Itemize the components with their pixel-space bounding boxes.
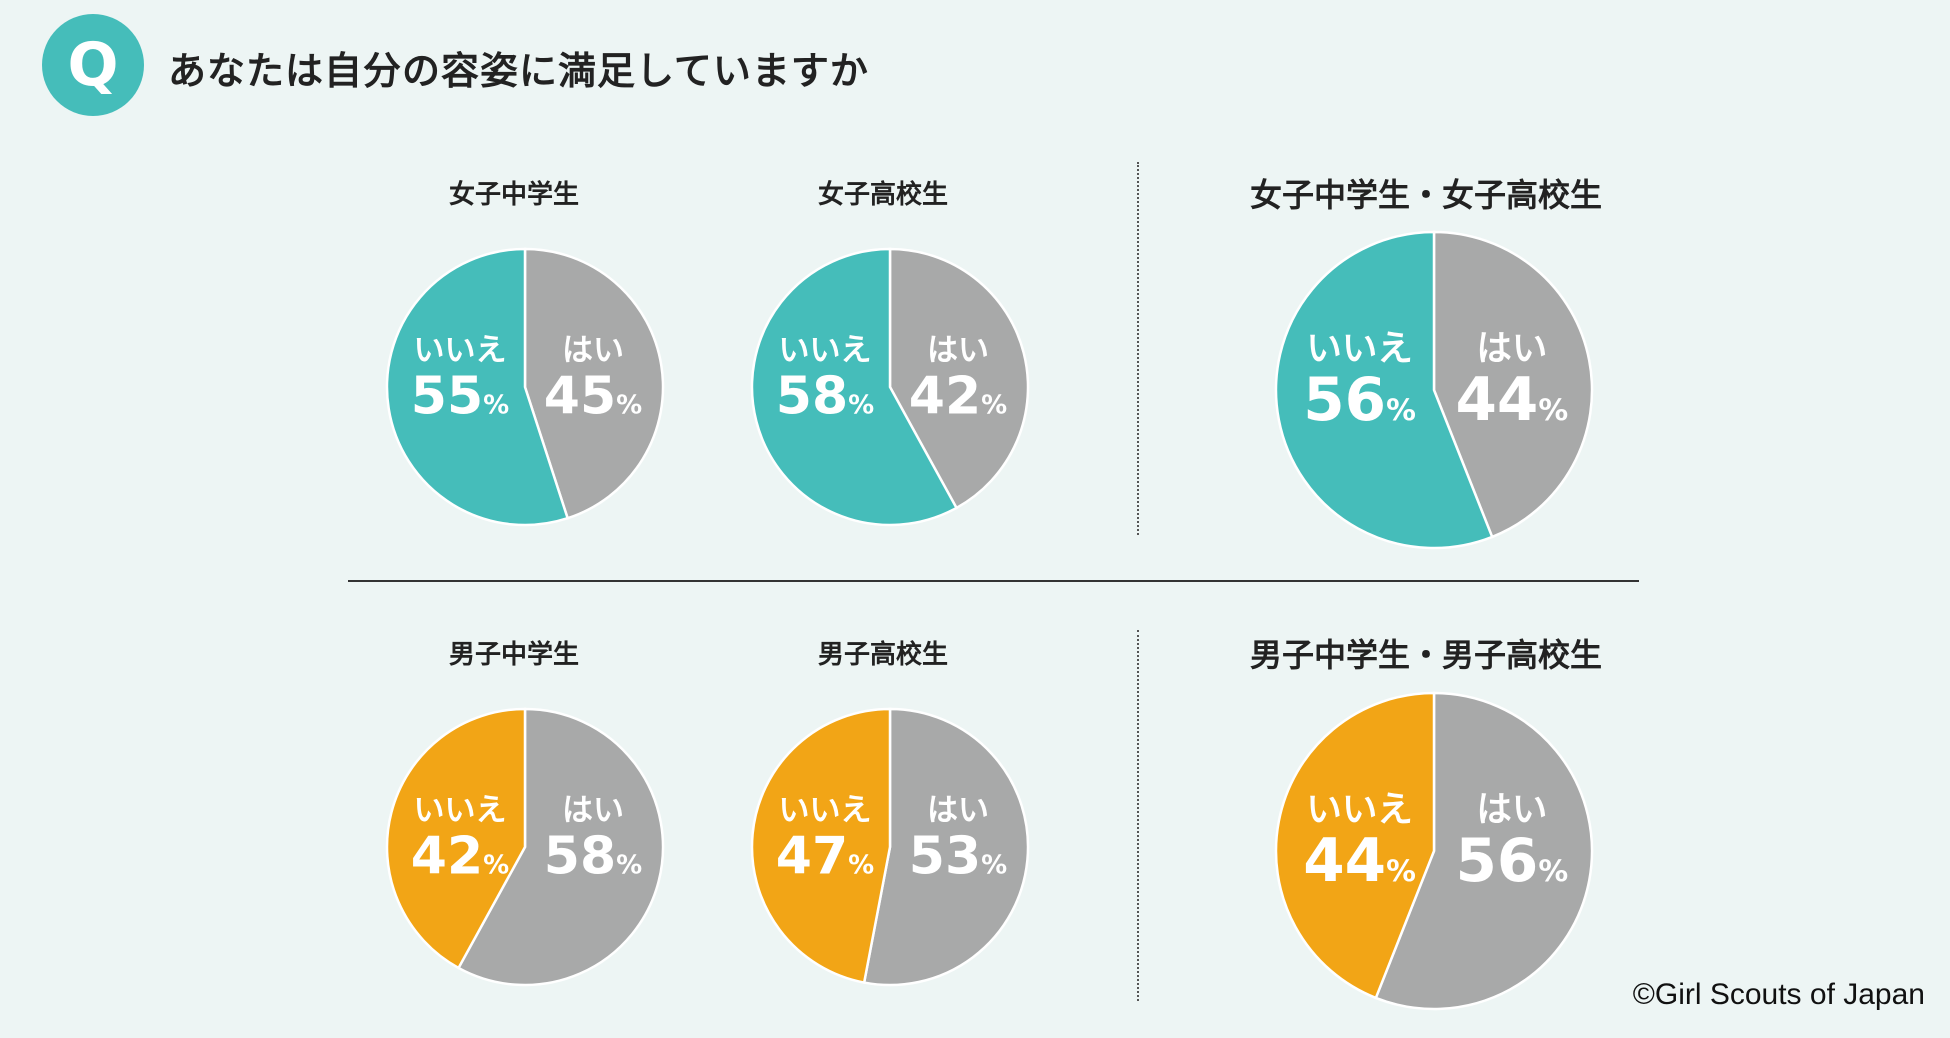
pie-label-value: 58% bbox=[775, 366, 875, 427]
question-badge: Q bbox=[42, 14, 144, 116]
pie-label-yes: はい 44% bbox=[1456, 331, 1569, 431]
pie-label-category: はい bbox=[1476, 789, 1548, 831]
pie-label-no: いいえ 47% bbox=[775, 792, 875, 887]
pie-label-yes: はい 53% bbox=[908, 792, 1008, 887]
pie-slice-no bbox=[385, 707, 527, 970]
page-title: あなたは自分の容姿に満足していますか bbox=[168, 49, 869, 93]
pie-label-no: いいえ 55% bbox=[410, 332, 510, 427]
chart-title-girls-all: 女子中学生・女子高校生 bbox=[1249, 176, 1603, 214]
chart-title-girls-senior: 女子高校生 bbox=[817, 180, 949, 210]
pie-label-yes: はい 58% bbox=[543, 792, 643, 887]
divider-horizontal bbox=[348, 580, 1639, 582]
pie-slice-no bbox=[1274, 230, 1494, 550]
pie-slice-no bbox=[750, 247, 959, 527]
pie-label-no: いいえ 58% bbox=[775, 332, 875, 427]
pie-label-category: はい bbox=[1476, 328, 1548, 370]
pie-label-value: 42% bbox=[908, 366, 1008, 427]
divider-vertical-bottom bbox=[1137, 630, 1139, 1001]
pie-label-yes: はい 45% bbox=[543, 332, 643, 427]
pie-slice-yes bbox=[523, 247, 665, 520]
pie-label-category: いいえ bbox=[1306, 789, 1413, 831]
pie-label-value: 58% bbox=[543, 826, 643, 887]
pie-label-category: いいえ bbox=[778, 792, 872, 829]
pie-slice-yes bbox=[1374, 691, 1594, 1011]
chart-title-boys-all: 男子中学生・男子高校生 bbox=[1249, 636, 1603, 674]
pie-label-value: 42% bbox=[410, 826, 510, 887]
pie-label-value: 45% bbox=[543, 366, 643, 427]
pie-label-no: いいえ 44% bbox=[1303, 792, 1416, 892]
pie-slice-yes bbox=[862, 707, 1030, 987]
chart-title-boys-junior: 男子中学生 bbox=[448, 640, 580, 670]
pie-label-category: いいえ bbox=[778, 332, 872, 369]
pie-label-yes: はい 56% bbox=[1456, 792, 1569, 892]
pie-label-value: 56% bbox=[1455, 827, 1569, 897]
pie-slice-no bbox=[750, 707, 892, 985]
pie-label-value: 53% bbox=[908, 826, 1008, 887]
copyright: ©Girl Scouts of Japan bbox=[1632, 978, 1925, 1011]
pie-slice-no bbox=[1274, 691, 1436, 1000]
pie-label-category: はい bbox=[927, 332, 989, 369]
pie-label-category: はい bbox=[562, 332, 624, 369]
pie-slice-yes bbox=[1432, 230, 1594, 539]
pie-label-category: いいえ bbox=[1306, 328, 1413, 370]
divider-vertical-top bbox=[1137, 162, 1139, 535]
pie-slice-yes bbox=[456, 707, 665, 987]
pie-label-category: いいえ bbox=[413, 792, 507, 829]
pie-label-value: 56% bbox=[1303, 366, 1416, 436]
pie-label-value: 44% bbox=[1303, 827, 1416, 897]
pie-label-no: いいえ 42% bbox=[410, 792, 510, 887]
pie-label-value: 47% bbox=[775, 826, 875, 887]
pie-label-no: いいえ 56% bbox=[1303, 331, 1416, 431]
pie-label-value: 44% bbox=[1455, 366, 1569, 436]
pie-slice-yes bbox=[888, 247, 1030, 510]
pie-label-value: 55% bbox=[410, 366, 510, 427]
pie-label-yes: はい 42% bbox=[908, 332, 1008, 427]
pie-slice-no bbox=[385, 247, 570, 527]
pie-label-category: はい bbox=[927, 792, 989, 829]
chart-title-girls-junior: 女子中学生 bbox=[448, 180, 580, 210]
chart-title-boys-senior: 男子高校生 bbox=[817, 640, 949, 670]
pie-label-category: はい bbox=[562, 792, 624, 829]
pie-label-category: いいえ bbox=[413, 332, 507, 369]
